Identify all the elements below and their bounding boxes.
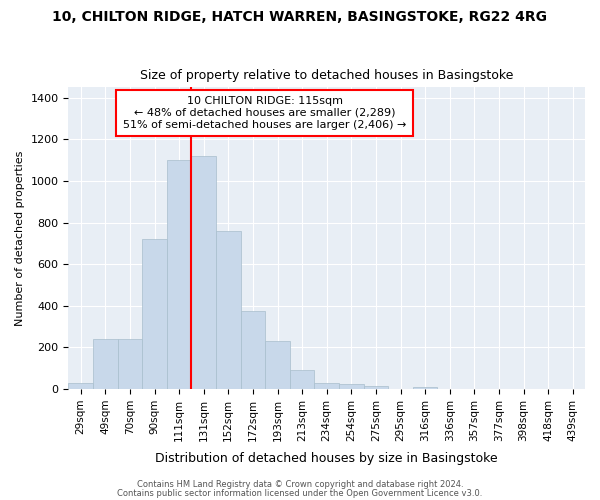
Bar bbox=[191, 156, 216, 389]
Text: Contains public sector information licensed under the Open Government Licence v3: Contains public sector information licen… bbox=[118, 488, 482, 498]
Bar bbox=[118, 339, 142, 389]
X-axis label: Distribution of detached houses by size in Basingstoke: Distribution of detached houses by size … bbox=[155, 452, 498, 465]
Bar bbox=[68, 383, 93, 389]
Bar bbox=[265, 341, 290, 389]
Bar bbox=[142, 239, 167, 389]
Bar bbox=[290, 370, 314, 389]
Bar bbox=[167, 160, 191, 389]
Title: Size of property relative to detached houses in Basingstoke: Size of property relative to detached ho… bbox=[140, 69, 514, 82]
Bar bbox=[413, 387, 437, 389]
Bar bbox=[314, 383, 339, 389]
Bar bbox=[241, 311, 265, 389]
Y-axis label: Number of detached properties: Number of detached properties bbox=[15, 150, 25, 326]
Bar bbox=[364, 386, 388, 389]
Bar bbox=[339, 384, 364, 389]
Text: 10, CHILTON RIDGE, HATCH WARREN, BASINGSTOKE, RG22 4RG: 10, CHILTON RIDGE, HATCH WARREN, BASINGS… bbox=[53, 10, 548, 24]
Bar bbox=[216, 231, 241, 389]
Bar bbox=[93, 339, 118, 389]
Text: 10 CHILTON RIDGE: 115sqm
← 48% of detached houses are smaller (2,289)
51% of sem: 10 CHILTON RIDGE: 115sqm ← 48% of detach… bbox=[123, 96, 406, 130]
Text: Contains HM Land Registry data © Crown copyright and database right 2024.: Contains HM Land Registry data © Crown c… bbox=[137, 480, 463, 489]
